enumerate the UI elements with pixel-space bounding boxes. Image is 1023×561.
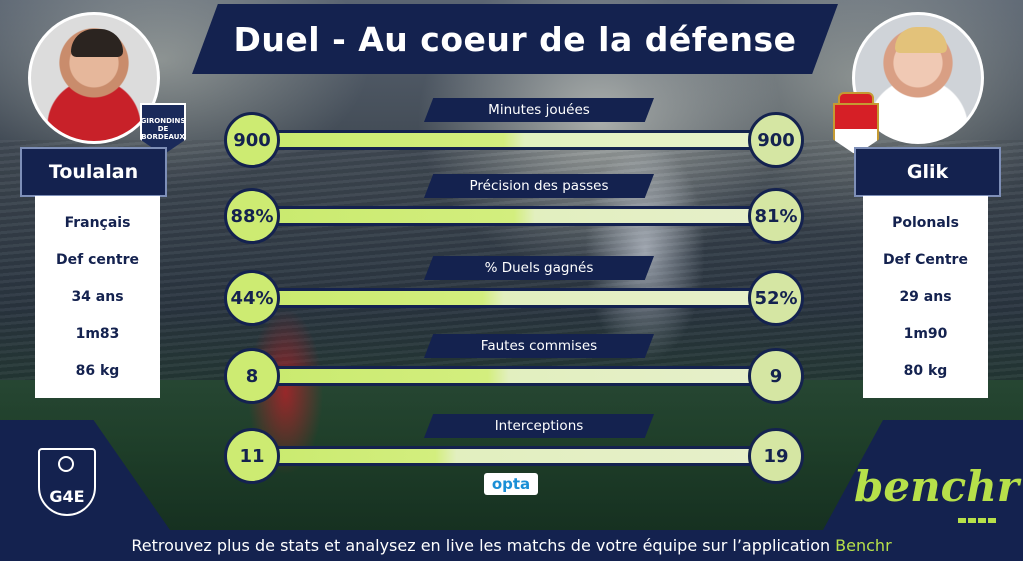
stat-right-value: 19 bbox=[748, 428, 804, 484]
player-left-weight: 86 kg bbox=[75, 363, 120, 380]
stat-left-value: 88% bbox=[224, 188, 280, 244]
stat-label: Précision des passes bbox=[424, 174, 654, 198]
stat-left-value: 8 bbox=[224, 348, 280, 404]
opta-logo: opta bbox=[484, 473, 538, 495]
stat-bar-fill bbox=[252, 133, 776, 147]
player-right-height: 1m90 bbox=[903, 326, 948, 343]
player-right-info-card: Polonals Def Centre 29 ans 1m90 80 kg bbox=[863, 196, 988, 398]
player-left-name-plate: Toulalan bbox=[20, 147, 167, 197]
stat-bar-fill bbox=[252, 291, 776, 305]
background-player-red-figure bbox=[225, 300, 335, 530]
player-left-name: Toulalan bbox=[48, 161, 139, 183]
title-banner: Duel - Au coeur de la défense bbox=[192, 4, 838, 74]
stat-row-minutes: Minutes jouées 900 900 bbox=[224, 98, 804, 168]
player-right-weight: 80 kg bbox=[903, 363, 948, 380]
bordeaux-badge-text: GIRONDINS DE BORDEAUX bbox=[140, 117, 186, 141]
stat-bar bbox=[252, 288, 776, 308]
stat-right-value: 9 bbox=[748, 348, 804, 404]
player-left-avatar bbox=[28, 12, 160, 144]
player-right-hair bbox=[895, 27, 947, 53]
stat-right-value: 81% bbox=[748, 188, 804, 244]
stat-bar-fill bbox=[252, 209, 776, 223]
stat-label: Minutes jouées bbox=[424, 98, 654, 122]
stat-row-passing: Précision des passes 88% 81% bbox=[224, 174, 804, 244]
stat-right-value: 52% bbox=[748, 270, 804, 326]
footer-brand: Benchr bbox=[835, 536, 892, 555]
stat-row-interceptions: Interceptions 11 19 bbox=[224, 414, 804, 484]
stat-row-duels: % Duels gagnés 44% 52% bbox=[224, 256, 804, 326]
player-left-position: Def centre bbox=[56, 251, 139, 268]
footer-text: Retrouvez plus de stats et analysez en l… bbox=[131, 536, 831, 555]
g4e-shield-icon: G4E bbox=[38, 448, 96, 516]
g4e-logo-text: G4E bbox=[49, 487, 85, 506]
footer-banner: Retrouvez plus de stats et analysez en l… bbox=[0, 530, 1023, 561]
stat-left-value: 11 bbox=[224, 428, 280, 484]
stat-label: Interceptions bbox=[424, 414, 654, 438]
page-title: Duel - Au coeur de la défense bbox=[233, 19, 797, 59]
stat-bar bbox=[252, 130, 776, 150]
player-left-height: 1m83 bbox=[75, 326, 120, 343]
player-right-name-plate: Glik bbox=[854, 147, 1001, 197]
stat-left-value: 44% bbox=[224, 270, 280, 326]
player-right-position: Def Centre bbox=[883, 251, 968, 268]
player-left-info-card: Français Def centre 34 ans 1m83 86 kg bbox=[35, 196, 160, 398]
stat-right-value: 900 bbox=[748, 112, 804, 168]
stat-bar bbox=[252, 446, 776, 466]
stat-label: Fautes commises bbox=[424, 334, 654, 358]
stat-bar-fill bbox=[252, 449, 776, 463]
player-left-age: 34 ans bbox=[71, 288, 124, 305]
player-left-nationality: Français bbox=[64, 214, 131, 231]
player-right-name: Glik bbox=[906, 161, 949, 183]
benchr-logo: benchr bbox=[854, 462, 1019, 511]
stat-label: % Duels gagnés bbox=[424, 256, 654, 280]
stat-row-fouls: Fautes commises 8 9 bbox=[224, 334, 804, 404]
player-right-avatar bbox=[852, 12, 984, 144]
stat-bar bbox=[252, 366, 776, 386]
stat-left-value: 900 bbox=[224, 112, 280, 168]
player-left-hair bbox=[71, 29, 123, 57]
player-right-nationality: Polonals bbox=[892, 214, 959, 231]
player-right-age: 29 ans bbox=[899, 288, 952, 305]
stat-bar bbox=[252, 206, 776, 226]
stat-bar-fill bbox=[252, 369, 776, 383]
benchr-bars-icon bbox=[958, 518, 996, 523]
